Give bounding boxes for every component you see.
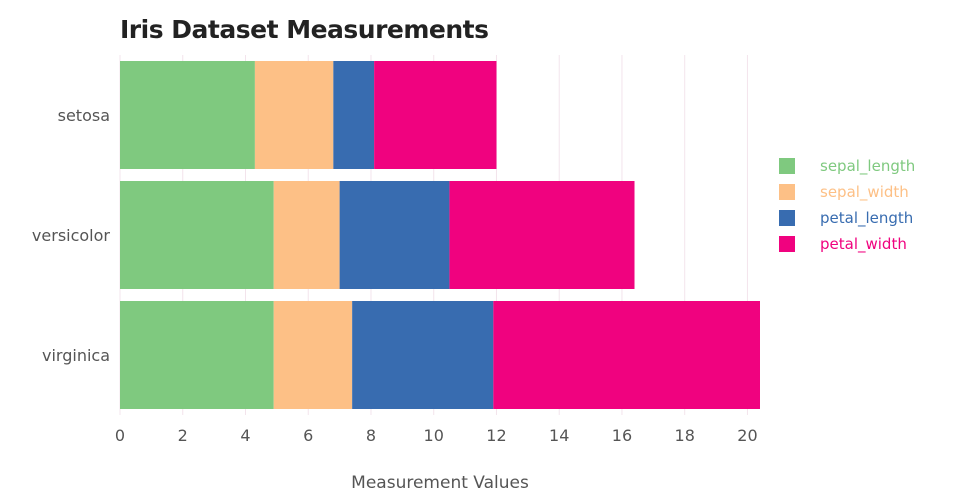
- x-tick-label: 10: [424, 426, 444, 445]
- x-axis-label: Measurement Values: [351, 473, 529, 493]
- y-tick-label: versicolor: [32, 226, 110, 245]
- bar-virginica-petal_width: [493, 301, 760, 409]
- bar-setosa-sepal_length: [120, 61, 255, 169]
- x-tick-label: 16: [612, 426, 632, 445]
- x-tick-label: 2: [178, 426, 188, 445]
- legend-swatch: [779, 158, 795, 174]
- bar-virginica-sepal_width: [273, 301, 353, 409]
- bars: [120, 61, 760, 409]
- legend: sepal_length sepal_width petal_lengthpetal…: [779, 157, 915, 254]
- legend-label: petal_width: [820, 235, 907, 254]
- x-tick-label: 18: [675, 426, 695, 445]
- bar-setosa-petal_width: [374, 61, 497, 169]
- bar-versicolor-sepal_width: [273, 181, 340, 289]
- x-tick-label: 14: [549, 426, 569, 445]
- x-axis: 0 2 4 6 8 10 12 14 16 18 20: [115, 426, 758, 445]
- y-tick-label: setosa: [58, 106, 110, 125]
- x-tick-label: 4: [240, 426, 250, 445]
- x-tick-label: 0: [115, 426, 125, 445]
- bar-versicolor-petal_width: [449, 181, 635, 289]
- bar-virginica-petal_length: [352, 301, 494, 409]
- chart-title: Iris Dataset Measurements: [120, 15, 489, 44]
- x-tick-label: 12: [486, 426, 506, 445]
- legend-swatch: [779, 210, 795, 226]
- legend-swatch: [779, 236, 795, 252]
- x-tick-label: 20: [737, 426, 757, 445]
- legend-label: petal_length: [820, 209, 913, 228]
- x-tick-label: 6: [303, 426, 313, 445]
- legend-label: sepal_width: [820, 183, 909, 202]
- bar-setosa-sepal_width: [254, 61, 334, 169]
- y-tick-label: virginica: [42, 346, 110, 365]
- bar-versicolor-petal_length: [339, 181, 450, 289]
- bar-versicolor-sepal_length: [120, 181, 274, 289]
- bar-virginica-sepal_length: [120, 301, 274, 409]
- bar-setosa-petal_length: [333, 61, 375, 169]
- y-axis: setosa versicolor virginica: [32, 106, 110, 365]
- legend-swatch: [779, 184, 795, 200]
- x-tick-label: 8: [366, 426, 376, 445]
- legend-label: sepal_length: [820, 157, 915, 176]
